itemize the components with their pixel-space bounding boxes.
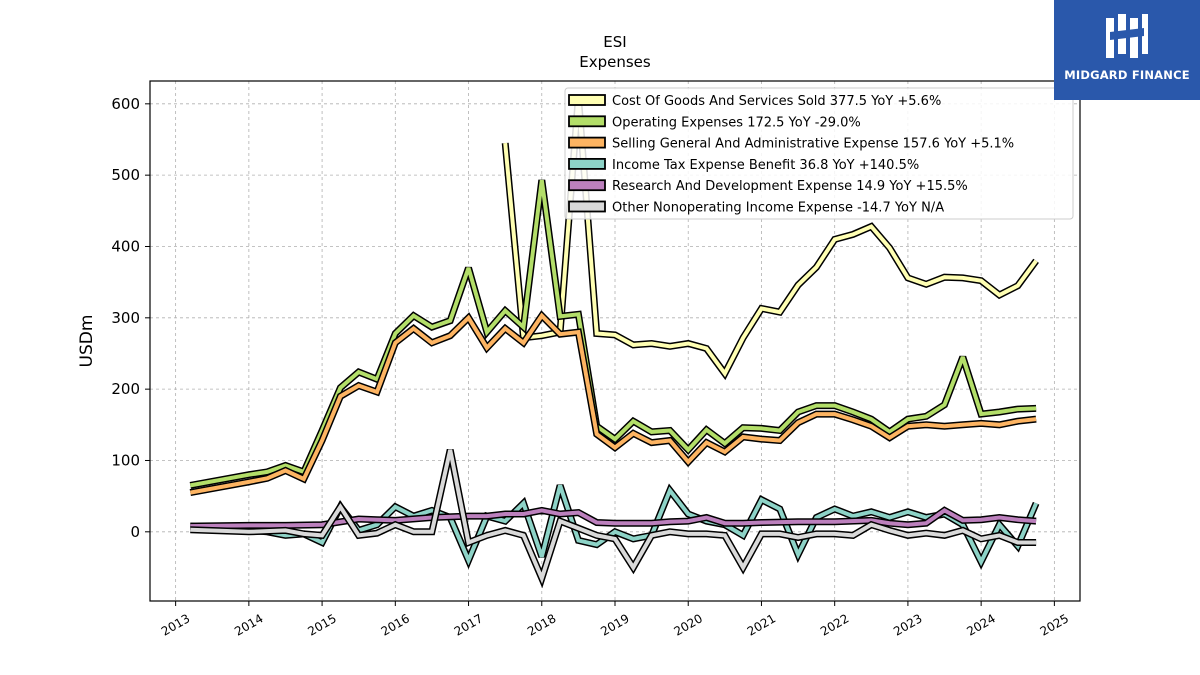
series-2-line xyxy=(189,312,1037,495)
legend-swatch-4 xyxy=(568,179,606,192)
series-4-line xyxy=(190,508,1037,529)
legend-label-1: Operating Expenses 172.5 YoY -29.0% xyxy=(612,115,861,130)
legend-box xyxy=(564,87,1074,220)
y-tick-label: 600 xyxy=(111,95,140,113)
series-lines xyxy=(189,96,1040,589)
midgard-logo-icon xyxy=(1106,14,1148,58)
x-axis-ticks: 2013 2014 2015 2016 2017 2018 2019 2020 2021 2022… xyxy=(159,601,1071,639)
y-axis-ticks: 0 100 200 300 400 500 600 xyxy=(111,95,150,541)
series-3-line xyxy=(190,484,1038,567)
x-tick-label: 2018 xyxy=(525,611,558,638)
x-tick-label: 2016 xyxy=(379,611,412,638)
series-5-line xyxy=(190,449,1037,584)
chart-title: ESI xyxy=(603,33,626,51)
y-tick-label: 500 xyxy=(111,166,140,184)
legend-label-4: Research And Development Expense 14.9 Yo… xyxy=(612,179,968,194)
legend-swatch-3 xyxy=(568,157,606,170)
chart-subtitle: Expenses xyxy=(579,53,651,71)
legend-swatch-2 xyxy=(568,136,606,149)
y-tick-label: 400 xyxy=(111,237,140,255)
x-tick-label: 2019 xyxy=(598,611,631,638)
y-tick-label: 0 xyxy=(130,523,140,541)
legend-label-0: Cost Of Goods And Services Sold 377.5 Yo… xyxy=(612,94,941,109)
midgard-finance-logo: MIDGARD FINANCE xyxy=(1054,0,1200,100)
x-tick-label: 2023 xyxy=(891,611,924,638)
legend-label-5: Other Nonoperating Income Expense -14.7 … xyxy=(612,201,944,216)
legend-label-2: Selling General And Administrative Expen… xyxy=(612,137,1014,152)
y-axis-label: USDm xyxy=(77,315,97,368)
y-tick-label: 300 xyxy=(111,309,140,327)
y-tick-label: 100 xyxy=(111,451,140,469)
y-tick-label: 200 xyxy=(111,380,140,398)
x-tick-label: 2020 xyxy=(672,611,705,638)
x-tick-label: 2013 xyxy=(159,611,192,638)
legend-swatch-1 xyxy=(568,115,606,128)
series-2-outline xyxy=(189,310,1037,497)
logo-text: MIDGARD FINANCE xyxy=(1064,68,1190,82)
x-tick-label: 2022 xyxy=(818,611,851,638)
legend-label-3: Income Tax Expense Benefit 36.8 YoY +140… xyxy=(612,158,919,173)
x-tick-label: 2015 xyxy=(305,611,338,638)
legend: Cost Of Goods And Services Sold 377.5 Yo… xyxy=(564,87,1074,220)
x-tick-label: 2021 xyxy=(745,611,778,638)
x-tick-label: 2014 xyxy=(232,611,265,638)
x-tick-label: 2025 xyxy=(1038,611,1071,638)
series-1-line xyxy=(189,179,1037,488)
series-0-line xyxy=(503,96,1038,378)
x-tick-label: 2024 xyxy=(964,611,997,638)
legend-swatch-5 xyxy=(568,200,606,213)
legend-swatch-0 xyxy=(568,94,606,106)
x-tick-label: 2017 xyxy=(452,611,485,638)
